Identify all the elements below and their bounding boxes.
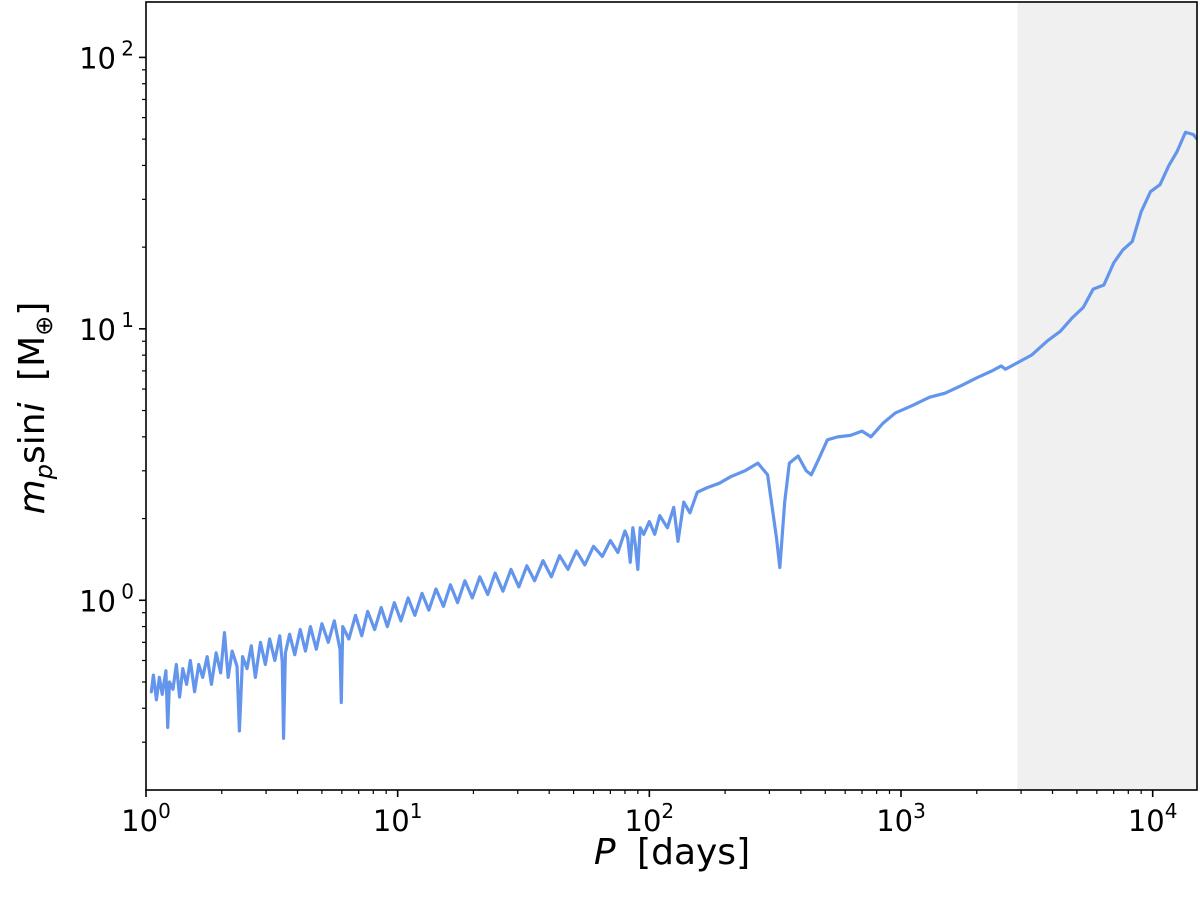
y-tick-label: 10 1 [79, 308, 134, 347]
axes-border [145, 1, 1198, 791]
y-tick-label: 10 2 [79, 36, 134, 75]
y-axis-label: mpsini [M⊕] [12, 302, 58, 515]
x-axis-label: P [days] [594, 832, 750, 873]
x-tick-label: 102 [625, 799, 675, 838]
x-tick-label: 104 [1128, 799, 1178, 838]
shaded-region-layer [1017, 2, 1197, 790]
x-tick-label: 103 [876, 799, 926, 838]
x-tick-label: 100 [121, 799, 171, 838]
series-layer [149, 130, 1197, 740]
axes-frame [145, 1, 1198, 791]
series-line-0 [149, 130, 1197, 740]
x-tick-label: 101 [373, 799, 423, 838]
y-tick-label: 10 0 [79, 579, 134, 618]
shaded-region [1017, 2, 1197, 790]
